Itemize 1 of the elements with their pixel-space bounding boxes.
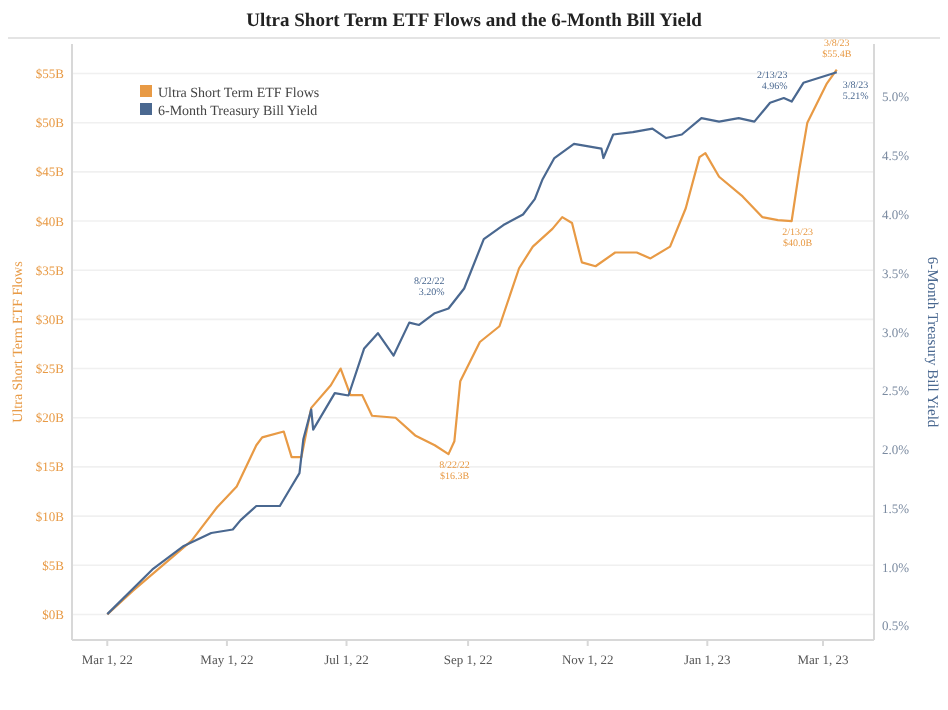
chart-title: Ultra Short Term ETF Flows and the 6-Month Bill Yield [246, 12, 704, 32]
